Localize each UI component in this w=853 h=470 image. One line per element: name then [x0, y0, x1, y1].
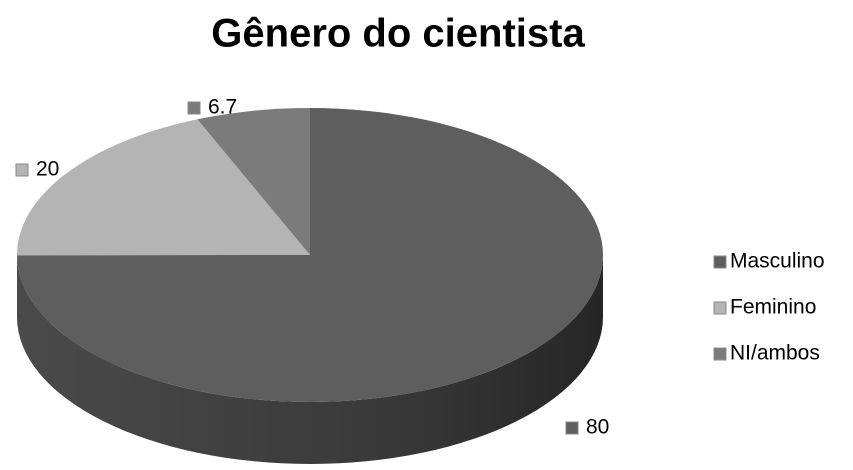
legend-marker: [713, 255, 727, 269]
data-label: 6.7: [208, 96, 237, 119]
chart-title: Gênero do cientista: [211, 12, 585, 56]
data-label: 20: [36, 158, 59, 181]
pie-slice: [197, 108, 310, 255]
legend-marker: [713, 301, 727, 315]
pie-side: [17, 255, 604, 464]
data-label-marker: [565, 421, 579, 435]
legend-label: Masculino: [730, 250, 825, 273]
data-label-marker: [15, 163, 29, 177]
data-label-marker: [187, 101, 201, 115]
legend-label: NI/ambos: [730, 342, 820, 365]
legend-marker: [713, 347, 727, 361]
pie-slice: [17, 119, 310, 256]
pie-slice: [17, 108, 604, 402]
data-label: 80: [586, 416, 609, 439]
legend-label: Feminino: [730, 296, 816, 319]
